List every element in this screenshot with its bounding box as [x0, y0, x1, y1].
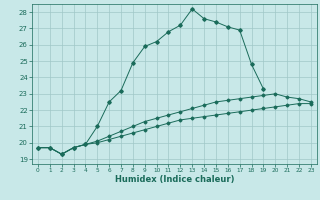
- X-axis label: Humidex (Indice chaleur): Humidex (Indice chaleur): [115, 175, 234, 184]
